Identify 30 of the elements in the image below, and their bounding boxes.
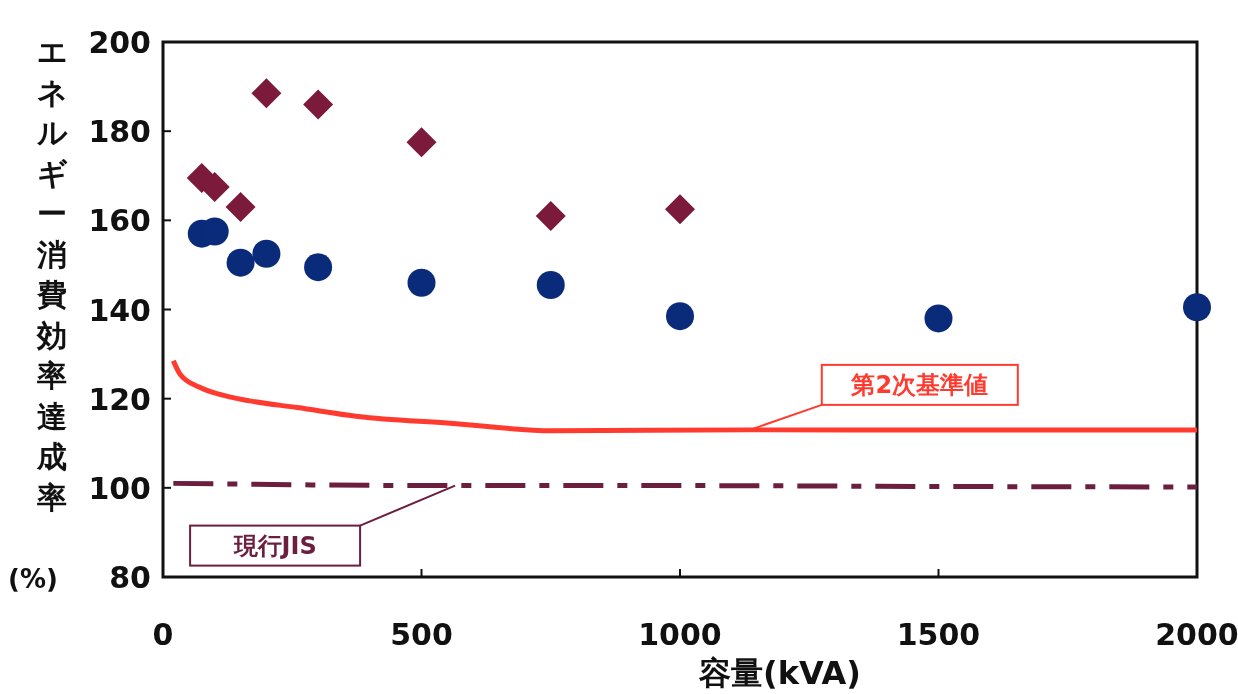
point <box>924 304 953 333</box>
point <box>252 239 281 268</box>
point <box>536 270 565 299</box>
point <box>1183 293 1211 322</box>
x-tick-label: 0 <box>152 617 174 652</box>
x-axis-title: 容量(kVA) <box>698 654 861 692</box>
series-label: 現行JIS <box>232 531 317 560</box>
point <box>406 127 437 158</box>
point <box>666 302 694 331</box>
text: エネルギー消費効率達成率(%) <box>8 34 68 594</box>
y-tick-label: 120 <box>88 381 151 417</box>
y-tick-label: 180 <box>88 114 151 150</box>
point <box>535 200 566 231</box>
point <box>665 194 695 225</box>
point <box>226 248 255 277</box>
y-tick-label: 160 <box>88 203 151 239</box>
y-tick-label: 200 <box>88 25 151 60</box>
point <box>303 89 334 120</box>
point <box>407 268 436 297</box>
y-tick-label: 100 <box>88 470 151 506</box>
x-tick-label: 2000 <box>1155 617 1238 652</box>
point <box>304 253 333 282</box>
x-tick-label: 1000 <box>638 617 722 652</box>
point <box>225 191 256 222</box>
y-tick-label: 80 <box>109 560 151 595</box>
series-label: 第2次基準値 <box>850 370 989 399</box>
point <box>251 78 282 109</box>
x-tick-label: 1500 <box>896 617 981 652</box>
y-tick-label: 140 <box>88 292 151 328</box>
x-tick-label: 500 <box>390 617 453 652</box>
